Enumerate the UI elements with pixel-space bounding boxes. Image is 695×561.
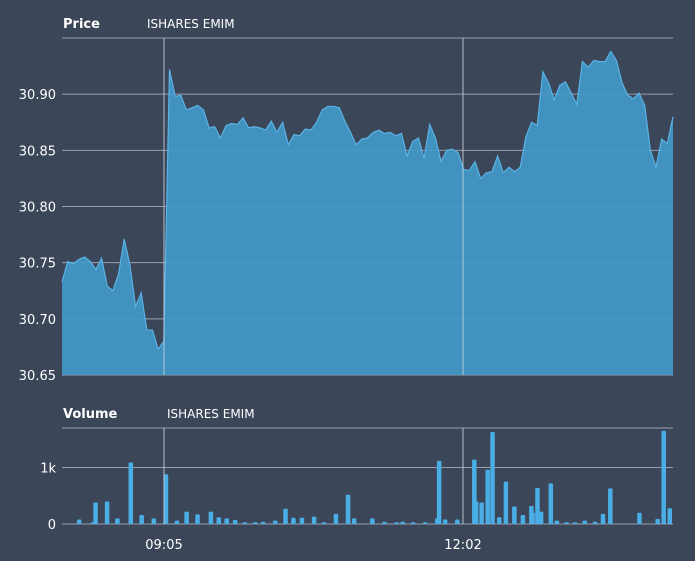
volume-bar [76,519,82,524]
volume-bar [637,512,642,524]
volume-bar [115,518,120,524]
volume-bar [530,512,535,524]
volume-bar [608,488,613,524]
volume-bar [564,522,569,524]
volume-bar [572,522,578,524]
volume-bar [93,502,98,524]
volume-bar [410,522,416,524]
volume-bar [436,460,442,524]
volume-bar [535,487,540,524]
volume-bar [667,508,673,524]
price-y-tick-label: 30.80 [19,201,56,216]
volume-bar [582,520,588,524]
volume-bar [321,522,327,524]
price-y-tick-label: 30.65 [19,369,56,384]
volume-bar [224,518,229,524]
volume-bar [512,506,517,524]
volume-bar [311,516,317,524]
volume-time-markers [163,428,464,524]
price-y-tick-label: 30.85 [19,144,56,159]
volume-bar [208,511,214,524]
volume-title: Volume [63,407,118,422]
volume-bar [503,481,509,524]
volume-bar [394,522,399,524]
volume-bar [600,513,606,524]
volume-bar [496,517,502,524]
volume-bar [520,514,526,524]
volume-bar [473,501,479,524]
volume-bar [299,517,305,524]
volume-bar [333,513,339,524]
volume-bar [485,469,490,524]
volume-bar [242,522,248,524]
price-time-markers [163,38,464,375]
volume-subtitle: ISHARES EMIM [167,407,255,421]
volume-bar [174,520,180,524]
volume-bar [139,514,144,524]
volume-bar [151,518,157,524]
volume-y-axis: 0 1k [40,462,56,533]
volume-bar [216,517,222,524]
volume-bar [291,517,296,524]
price-subtitle: ISHARES EMIM [147,17,235,31]
volume-bar [104,501,110,524]
volume-bar [252,522,258,524]
price-y-axis: 30.65 30.70 30.75 30.80 30.85 30.90 [19,88,56,384]
volume-bar [442,519,448,524]
volume-bar [422,522,428,524]
volume-y-tick-label: 0 [48,518,56,533]
volume-bar [345,494,351,524]
volume-bar [548,483,554,524]
volume-bar [61,523,67,524]
volume-x-tick-label: 12:02 [444,538,481,553]
price-y-tick-label: 30.70 [19,313,56,328]
volume-x-tick-label: 09:05 [145,538,182,553]
volume-bar [400,521,405,524]
volume-bar [163,474,169,524]
price-y-tick-label: 30.75 [19,257,56,272]
volume-bars [61,430,673,524]
volume-y-tick-label: 1k [40,462,56,477]
volume-bar [455,521,460,524]
volume-x-axis: 09:05 12:02 [145,538,481,553]
volume-bar [232,520,238,524]
volume-bar [195,514,200,524]
volume-bar [592,521,598,524]
volume-bar [661,430,666,524]
volume-bar [272,520,278,524]
price-title: Price [63,17,100,32]
volume-bar [490,431,495,524]
volume-bar [538,511,544,524]
volume-bar [382,521,387,524]
price-area [62,51,673,375]
volume-bar [479,502,484,524]
volume-bar [283,508,288,524]
volume-bar [370,518,375,524]
volume-bar [184,511,189,524]
volume-bar [655,518,660,524]
volume-bar [260,521,266,524]
volume-bar [128,462,134,524]
volume-bar [351,518,357,524]
price-y-tick-label: 30.90 [19,88,56,103]
volume-bar [554,520,560,524]
